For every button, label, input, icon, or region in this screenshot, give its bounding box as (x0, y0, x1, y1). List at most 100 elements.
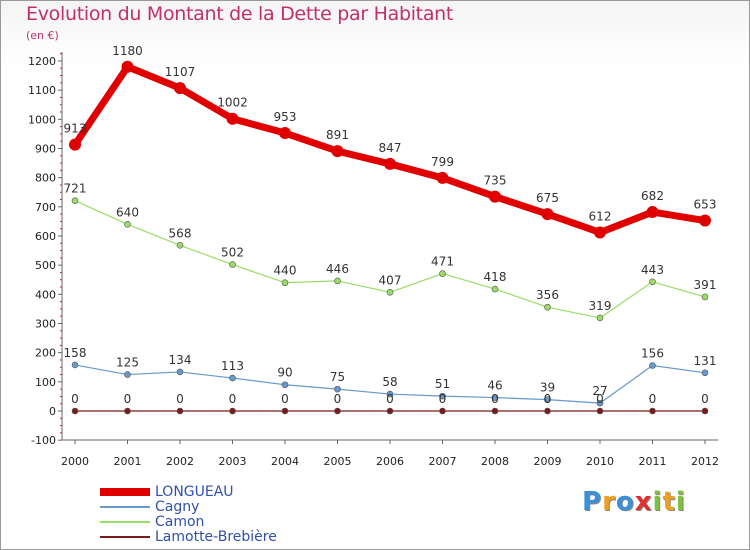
logo-letter: i (652, 487, 663, 517)
data-point (384, 157, 396, 170)
data-label: 158 (64, 346, 87, 360)
y-tick-label: 100 (35, 376, 56, 389)
legend-item: LONGUEAU (100, 484, 300, 500)
data-point (491, 394, 499, 401)
data-label: 46 (487, 379, 502, 393)
data-point (229, 374, 236, 382)
data-label: 39 (540, 381, 555, 395)
proxiti-logo: Proxiti (582, 487, 686, 517)
data-point (331, 145, 344, 158)
data-point (386, 390, 394, 398)
data-point (649, 407, 656, 415)
data-point (69, 138, 81, 151)
y-tick-label: 0 (49, 405, 56, 418)
data-label: 0 (334, 392, 342, 406)
data-point (334, 385, 341, 393)
data-label: 90 (277, 366, 292, 380)
data-label: 847 (379, 141, 402, 155)
x-tick-label: 2009 (534, 455, 562, 468)
x-tick-label: 2012 (691, 455, 719, 468)
data-label: 131 (694, 354, 717, 368)
y-tick-label: 1100 (28, 84, 56, 97)
y-tick-label: 900 (35, 142, 56, 155)
data-point (281, 407, 289, 415)
legend-swatch (100, 488, 150, 496)
data-label: 0 (281, 392, 289, 406)
x-tick-label: 2008 (481, 455, 509, 468)
data-label: 0 (124, 392, 132, 406)
data-label: 0 (491, 392, 499, 406)
legend-item: Camon (100, 514, 300, 530)
data-label: 446 (326, 262, 349, 276)
data-label: 653 (694, 198, 717, 212)
x-tick-label: 2001 (114, 455, 142, 468)
data-label: 156 (641, 346, 664, 360)
logo-letter: P (582, 487, 603, 517)
legend-item: Lamotte-Brebière (100, 529, 300, 545)
legend-label: LONGUEAU (155, 484, 234, 500)
data-label: 612 (589, 209, 612, 223)
x-tick-label: 2010 (586, 455, 614, 468)
data-label: 0 (701, 392, 709, 406)
data-point (281, 279, 289, 286)
x-tick-label: 2006 (376, 455, 404, 468)
data-point (229, 407, 236, 415)
x-tick-label: 2003 (219, 455, 247, 468)
data-label: 0 (176, 392, 184, 406)
logo-letter: t (662, 487, 676, 517)
y-tick-label: 1000 (28, 113, 56, 126)
data-point (544, 407, 551, 415)
data-label: 913 (64, 122, 87, 136)
data-point (334, 277, 341, 285)
chart-title: Evolution du Montant de la Dette par Hab… (26, 3, 454, 25)
data-label: 0 (229, 392, 237, 406)
data-label: 134 (169, 353, 192, 367)
data-point (596, 407, 604, 415)
data-point (334, 407, 341, 415)
data-label: 568 (169, 226, 192, 240)
data-label: 721 (64, 182, 87, 196)
data-point (596, 314, 604, 322)
data-point (491, 285, 499, 293)
legend-swatch (100, 536, 150, 538)
data-point (489, 190, 501, 203)
data-point (439, 270, 446, 277)
data-point (176, 407, 184, 415)
data-label: 471 (431, 255, 454, 269)
data-label: 125 (116, 356, 139, 370)
y-tick-label: 700 (35, 201, 56, 214)
data-point (649, 278, 656, 286)
data-label: 1180 (112, 44, 143, 58)
data-label: 1002 (217, 96, 248, 110)
data-label: 58 (382, 375, 397, 389)
data-point (439, 392, 446, 400)
data-label: 0 (71, 392, 79, 406)
data-point (124, 371, 131, 378)
y-tick-label: -100 (31, 434, 56, 447)
data-label: 735 (484, 174, 507, 188)
data-point (386, 288, 394, 296)
data-point (491, 407, 499, 415)
data-point (544, 303, 551, 311)
logo-letter: r (602, 487, 616, 517)
data-label: 0 (596, 392, 604, 406)
data-point (121, 60, 134, 73)
data-point (701, 369, 709, 377)
data-label: 113 (221, 359, 244, 373)
data-label: 391 (694, 278, 717, 292)
data-label: 0 (649, 392, 657, 406)
data-label: 27 (592, 384, 607, 398)
data-point (541, 208, 554, 221)
data-label: 407 (379, 273, 402, 287)
data-point (701, 407, 709, 415)
data-point (646, 206, 659, 219)
data-label: 640 (116, 205, 139, 219)
data-point (229, 261, 236, 268)
data-point (176, 242, 184, 249)
logo-letter: i (675, 487, 686, 517)
logo-letter: o (615, 487, 635, 517)
data-point (71, 361, 79, 369)
chart-subtitle: (en €) (26, 29, 59, 42)
